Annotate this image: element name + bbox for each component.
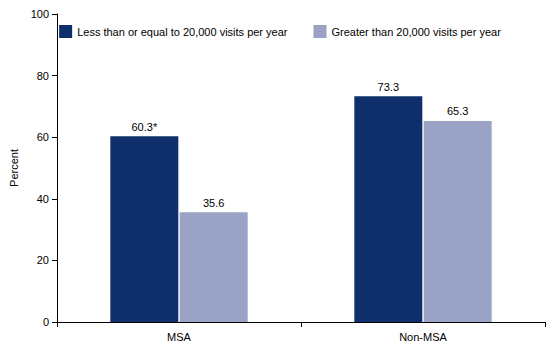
- svg-text:Non-MSA: Non-MSA: [399, 331, 447, 343]
- svg-text:MSA: MSA: [167, 331, 192, 343]
- svg-text:35.6: 35.6: [203, 197, 224, 209]
- svg-text:100: 100: [31, 8, 49, 20]
- svg-text:65.3: 65.3: [447, 105, 468, 117]
- svg-text:Greater than 20,000 visits per: Greater than 20,000 visits per year: [331, 26, 501, 38]
- svg-text:60.3*: 60.3*: [131, 121, 157, 133]
- svg-text:80: 80: [37, 70, 49, 82]
- svg-text:73.3: 73.3: [378, 81, 399, 93]
- svg-text:40: 40: [37, 193, 49, 205]
- svg-text:20: 20: [37, 254, 49, 266]
- svg-text:0: 0: [43, 316, 49, 328]
- svg-text:60: 60: [37, 131, 49, 143]
- svg-text:Percent: Percent: [8, 149, 20, 187]
- svg-text:Less than or equal to 20,000 v: Less than or equal to 20,000 visits per …: [77, 26, 288, 38]
